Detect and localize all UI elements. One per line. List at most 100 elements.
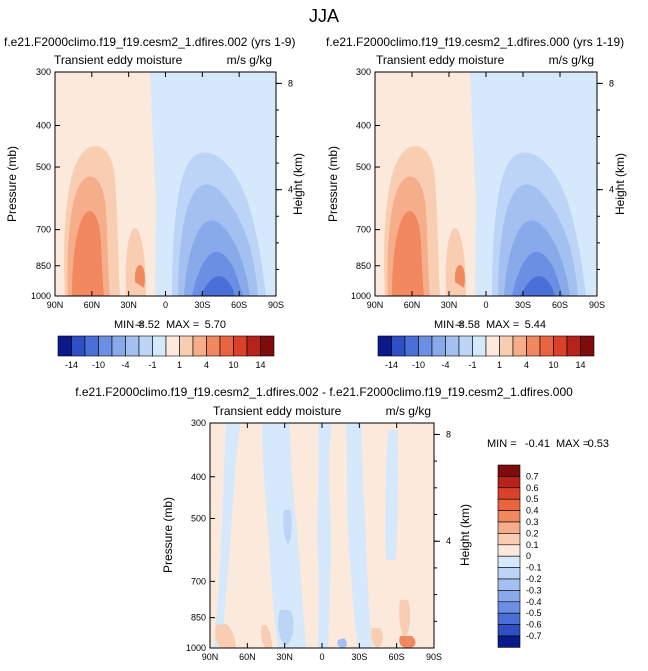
x-tick-label: 90S (426, 652, 442, 662)
panel-3-y-right-ticks: 84 (434, 429, 451, 622)
panel-1-min-label: MIN = (114, 319, 144, 331)
y-right-tick-label: 4 (288, 185, 293, 195)
panel-2-cool-6 (520, 276, 555, 296)
panel-3-warm-spot-5 (371, 628, 383, 648)
colorbar-label: 14 (255, 360, 265, 370)
panel-2-title: f.e21.F2000climo.f19_f19.cesm2_1.dfires.… (326, 35, 624, 49)
panel-2-colorbar: -14 -10 -4 -1 1 4 10 14 (377, 335, 595, 370)
colorbar-box (458, 335, 473, 357)
panel-3-title: f.e21.F2000climo.f19_f19.cesm2_1.dfires.… (75, 385, 573, 399)
colorbar-box (497, 635, 521, 648)
x-tick-label: 60N (84, 300, 101, 310)
panel-3-subtitle-right: m/s g/kg (386, 404, 431, 418)
colorbar-box (497, 601, 521, 614)
colorbar-label: -0.6 (526, 620, 542, 630)
panel-3-y-ticks: 300 400 500 700 850 1000 (186, 418, 215, 653)
y-tick-label: 300 (191, 418, 206, 428)
y-tick-label: 400 (356, 121, 371, 131)
colorbar-box (192, 335, 207, 357)
colorbar-label: 0.6 (526, 483, 539, 493)
y-tick-label: 700 (191, 576, 206, 586)
colorbar-label: 10 (548, 360, 558, 370)
colorbar-box (497, 533, 521, 546)
y-tick-label: 500 (36, 162, 51, 172)
colorbar-box (472, 335, 487, 357)
colorbar-box (497, 487, 521, 500)
colorbar-label: 0.7 (526, 471, 539, 481)
panel-1-max-label: MAX = (166, 319, 199, 331)
panel-1-title: f.e21.F2000climo.f19_f19.cesm2_1.dfires.… (4, 35, 295, 49)
panel-2-contours (375, 72, 586, 296)
panel-3-max-label: MAX = (556, 438, 589, 450)
colorbar-box (179, 335, 194, 357)
panel-3-subtitle-left: Transient eddy moisture (213, 404, 342, 418)
x-tick-label: 30S (351, 652, 367, 662)
panel-3-cool-band-3 (317, 423, 332, 648)
colorbar-box (260, 335, 275, 357)
panel-1-cool-6 (200, 276, 235, 296)
panel-1-warm-small (134, 264, 145, 288)
y-tick-label: 850 (36, 261, 51, 271)
panel-2-y-ticks: 300 400 500 700 850 1000 (351, 67, 380, 301)
panel-3-cool-band-2 (262, 423, 306, 648)
colorbar-box (497, 624, 521, 637)
x-tick-label: 60S (231, 300, 247, 310)
y-tick-label: 1000 (186, 643, 206, 653)
colorbar-label: -10 (92, 360, 105, 370)
colorbar-box (539, 335, 554, 357)
colorbar-label: -10 (412, 360, 425, 370)
x-tick-label: 90N (47, 300, 64, 310)
panel-3-min-label: MIN = (487, 438, 517, 450)
panel-3-cool-band-5 (385, 430, 398, 560)
colorbar-box (497, 555, 521, 568)
y-right-tick-label: 4 (446, 536, 451, 546)
panel-2-min-label: MIN = (434, 319, 464, 331)
colorbar-box (111, 335, 126, 357)
panel-1-warm-4 (72, 211, 104, 296)
y-tick-label: 400 (191, 472, 206, 482)
colorbar-label: 0.4 (526, 506, 539, 516)
colorbar-box (84, 335, 99, 357)
x-tick-label: 60S (552, 300, 568, 310)
colorbar-label: 10 (228, 360, 238, 370)
colorbar-label: 4 (204, 360, 209, 370)
x-tick-label: 30N (276, 652, 293, 662)
panel-3-colorbar: 0.70.60.50.40.30.20.10-0.1-0.2-0.3-0.4-0… (497, 464, 542, 648)
y-tick-label: 300 (36, 67, 51, 77)
x-tick-label: 60N (239, 652, 256, 662)
colorbar-label: -4 (441, 360, 449, 370)
x-tick-label: 60N (404, 300, 421, 310)
x-tick-label: 30S (194, 300, 210, 310)
colorbar-label: -1 (148, 360, 156, 370)
colorbar-box (497, 510, 521, 523)
colorbar-label: -14 (385, 360, 398, 370)
panel-3-warm-spot-1 (215, 624, 236, 648)
panel-1-max-value: 5.70 (205, 319, 226, 331)
colorbar-label: 4 (524, 360, 529, 370)
colorbar-box (206, 335, 221, 357)
panel-1-subtitle-right: m/s g/kg (227, 53, 272, 67)
panel-3-warm-spot-4 (399, 636, 416, 648)
panel-2-ylabel: Pressure (mb) (326, 146, 340, 222)
panel-2: f.e21.F2000climo.f19_f19.cesm2_1.dfires.… (326, 35, 627, 370)
colorbar-box (404, 335, 419, 357)
panel-3-cool-spot-1 (283, 510, 292, 545)
colorbar-box (233, 335, 248, 357)
panel-2-warm-4 (392, 211, 424, 296)
colorbar-box (71, 335, 86, 357)
y-right-tick-label: 8 (446, 429, 451, 439)
page-title: JJA (309, 6, 339, 26)
colorbar-box (512, 335, 527, 357)
colorbar-box (98, 335, 113, 357)
x-tick-label: 30N (441, 300, 458, 310)
colorbar-box (125, 335, 140, 357)
y-right-tick-label: 4 (609, 185, 614, 195)
panel-1-x-ticks: 90N 60N 30N 0 30S 60S 90S (47, 72, 284, 310)
colorbar-box (377, 335, 392, 357)
x-tick-label: 90N (367, 300, 384, 310)
x-tick-label: 0 (319, 652, 324, 662)
panel-3-max-value: 0.53 (588, 438, 609, 450)
colorbar-label: 1 (177, 360, 182, 370)
colorbar-box (497, 590, 521, 603)
